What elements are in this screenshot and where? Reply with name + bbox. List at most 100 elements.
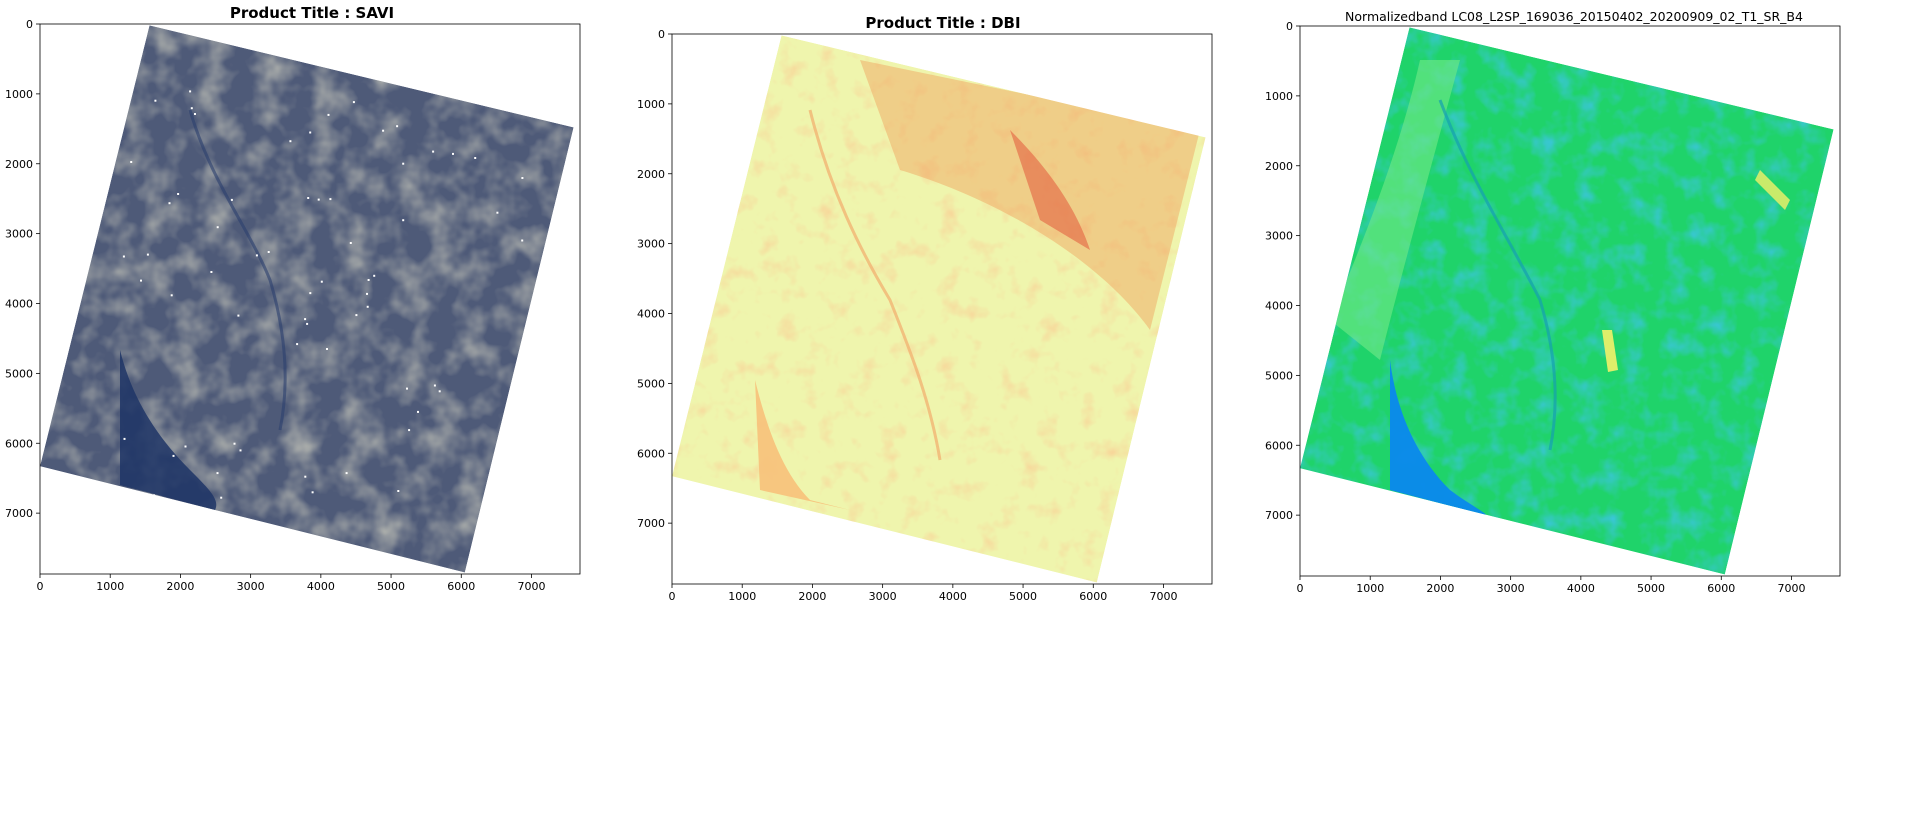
dune-hotspot [1010,130,1090,250]
cloud-spot [408,429,411,432]
b4-raster [1300,27,1834,575]
x-tick-label: 1000 [728,590,756,603]
x-tick-label: 5000 [1637,582,1665,595]
panel-savi: Product Title : SAVI 0 1000 2000 3000 4000 50… [5,4,581,593]
cloud-spot [220,496,223,499]
y-tick-label: 0 [26,18,33,31]
cloud-spot [432,150,435,153]
cloud-spot [154,99,157,102]
y-tick-label: 2000 [5,158,33,171]
bright-patch [1755,170,1790,210]
y-tick-label: 2000 [1265,160,1293,173]
cloud-spot [406,387,408,390]
dbi-raster [672,35,1206,583]
cloud-spot [329,198,332,201]
cloud-spot [402,162,405,165]
x-tick-label: 5000 [1009,590,1037,603]
x-tick-label: 4000 [1567,582,1595,595]
cloud-spot [304,475,307,478]
cloud-spot [345,472,348,475]
x-tick-label: 7000 [517,580,545,593]
cloud-spot [452,152,454,155]
axes-frame [39,23,581,575]
cloud-spot [184,445,187,448]
bright-patch [1602,330,1618,372]
cloud-spot [237,314,240,317]
water-body [1390,360,1486,515]
y-tick-label: 2000 [637,168,665,181]
cloud-spot [216,472,219,475]
y-tick-label: 1000 [1265,90,1293,103]
cloud-spot [367,279,370,281]
cloud-spot [255,254,258,257]
cloud-spot [177,193,180,195]
cloud-spot [514,536,517,539]
y-tick-label: 3000 [5,228,33,241]
cloud-spot [130,161,133,163]
light-region [1330,60,1460,360]
cloud-spot [216,226,219,229]
river-channel [1438,99,1557,451]
cloud-spot [267,251,270,253]
x-tick-label: 2000 [798,590,826,603]
cloud-spot [317,198,320,201]
cloud-spot [433,384,436,387]
y-tick-label: 6000 [1265,439,1293,452]
cloud-spot [157,545,160,548]
cloud-spot [304,318,307,321]
cloud-spot [396,125,399,128]
cloud-spot [210,271,213,273]
cloud-spot [355,314,358,317]
cloud-spot [521,177,524,179]
cloud-spot [521,239,524,242]
cloud-spot [320,280,323,283]
y-tick-label: 4000 [5,298,33,311]
y-tick-label: 3000 [1265,230,1293,243]
x-tick-label: 6000 [447,580,475,593]
cloud-spot [509,485,512,488]
x-tick-label: 5000 [377,580,405,593]
x-tick-label: 3000 [1497,582,1525,595]
cloud-spot [326,348,328,350]
y-tick-label: 4000 [637,308,665,321]
cloud-spot [352,101,355,104]
panel-title: Product Title : SAVI [230,4,394,22]
axis-ticks: 0 1000 2000 3000 4000 5000 6000 7000 0 1000 2000 30… [637,28,1177,603]
y-tick-label: 7000 [1265,509,1293,522]
river-channel [808,109,942,461]
cloud-spot [230,198,233,201]
cloud-spot [496,211,499,214]
x-tick-label: 2000 [166,580,194,593]
cloud-spot [239,449,242,452]
cloud-spot [232,530,234,532]
x-tick-label: 7000 [1777,582,1805,595]
cloud-spot [123,437,126,440]
cloud-spot [438,390,441,393]
x-tick-label: 6000 [1079,590,1107,603]
panel-dbi: Product Title : DBI 0 1000 2000 3000 4000 500… [637,14,1213,603]
cloud-spot [153,516,156,519]
cloud-spots [122,90,524,548]
panel-title: Product Title : DBI [865,14,1020,32]
x-tick-label: 6000 [1707,582,1735,595]
x-tick-label: 4000 [939,590,967,603]
y-tick-label: 5000 [637,377,665,390]
axes-frame [671,33,1213,585]
cloud-spot [170,294,173,297]
cloud-spot [309,131,312,134]
cloud-spot [296,343,299,346]
panel-title: Normalizedband LC08_L2SP_169036_20150402… [1345,9,1803,24]
axis-ticks: 0 1000 2000 3000 4000 5000 6000 7000 0 1000 2000 30… [5,18,545,593]
cloud-spot [122,255,125,258]
x-tick-label: 2000 [1426,582,1454,595]
cloud-spot [289,140,292,143]
y-tick-label: 0 [658,28,665,41]
axis-ticks: 0 1000 2000 3000 4000 5000 6000 7000 0 1000 2000 30… [1265,20,1805,595]
x-tick-label: 3000 [869,590,897,603]
x-tick-label: 0 [37,580,44,593]
cloud-spot [417,410,419,413]
cloud-spot [327,113,330,116]
x-tick-label: 7000 [1149,590,1177,603]
y-tick-label: 6000 [5,437,33,450]
cloud-spot [306,322,309,325]
